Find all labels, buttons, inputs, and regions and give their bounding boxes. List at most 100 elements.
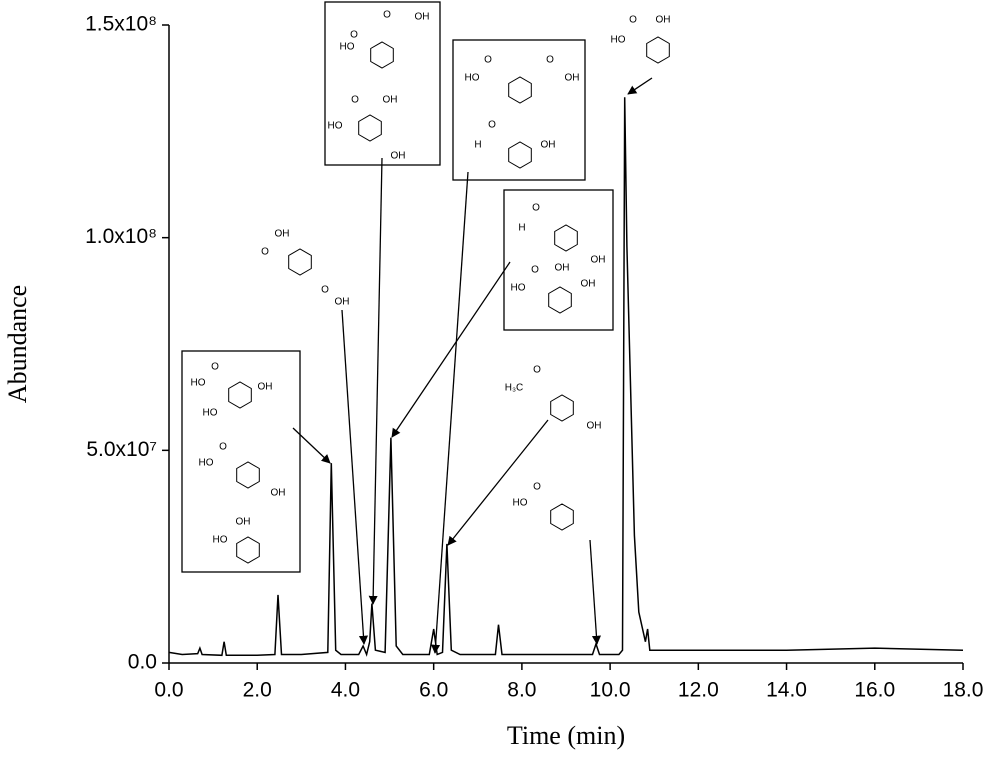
molecule: O HO OH bbox=[199, 442, 286, 499]
molecule: O H₃C OH bbox=[505, 365, 602, 432]
arrow bbox=[431, 171, 469, 654]
x-tick-label: 4.0 bbox=[331, 679, 360, 702]
y-tick-label: 1.0x10⁸ bbox=[85, 225, 157, 248]
molecule: HO OH bbox=[213, 517, 260, 564]
molecule-label: HO bbox=[328, 121, 343, 132]
x-tick-label: 16.0 bbox=[854, 679, 895, 702]
arrow bbox=[341, 309, 369, 645]
molecule-label: OH bbox=[383, 95, 398, 106]
molecule-ring bbox=[288, 248, 312, 276]
annotation-box bbox=[181, 350, 301, 573]
arrow bbox=[627, 77, 653, 95]
molecule-label: OH bbox=[541, 140, 556, 151]
arrow bbox=[368, 157, 383, 605]
molecule-label: OH bbox=[587, 421, 602, 432]
y-tick-label: 0.0 bbox=[128, 651, 157, 674]
molecule: O HO OH HO bbox=[191, 362, 273, 419]
molecule: O O HO OH bbox=[465, 55, 580, 104]
y-tick-label: 1.5x10⁸ bbox=[85, 13, 157, 36]
series-line bbox=[168, 97, 964, 657]
x-tick-label: 2.0 bbox=[243, 679, 272, 702]
annotation-box bbox=[324, 1, 441, 166]
molecule-ring bbox=[508, 76, 532, 104]
molecule-label: OH bbox=[565, 73, 580, 84]
molecule: OH O O OH bbox=[261, 229, 349, 308]
molecule-label: O bbox=[532, 203, 540, 214]
molecule-label: OH bbox=[271, 488, 286, 499]
annotation-box bbox=[452, 39, 586, 181]
x-tick-label: 14.0 bbox=[766, 679, 807, 702]
molecule-ring bbox=[236, 536, 260, 564]
molecule-label: HO bbox=[513, 498, 528, 509]
molecule-ring bbox=[646, 36, 670, 64]
molecule-label: H₃C bbox=[505, 383, 524, 394]
molecule-label: OH bbox=[581, 279, 596, 290]
molecule-label: OH bbox=[275, 229, 290, 240]
x-tick-label: 0.0 bbox=[154, 679, 183, 702]
molecule-label: O bbox=[533, 482, 541, 493]
arrow bbox=[391, 261, 511, 438]
molecule-label: O bbox=[351, 95, 359, 106]
molecule-label: O bbox=[488, 120, 496, 131]
y-axis-title: Abundance bbox=[3, 285, 32, 403]
molecule-ring bbox=[236, 461, 260, 489]
molecule-label: OH bbox=[555, 263, 570, 274]
x-tick-label: 12.0 bbox=[678, 679, 719, 702]
molecule-label: O bbox=[629, 15, 637, 26]
molecule-ring bbox=[228, 381, 252, 409]
molecule-label: OH bbox=[236, 517, 251, 528]
molecule-ring bbox=[358, 114, 382, 142]
arrows bbox=[292, 77, 653, 654]
molecule-label: HO bbox=[203, 408, 218, 419]
molecule: O HO bbox=[513, 482, 574, 531]
molecule-label: H bbox=[474, 140, 481, 151]
molecule-label: HO bbox=[199, 458, 214, 469]
molecule: O OH HO OH bbox=[328, 95, 406, 162]
molecule: OH OH bbox=[474, 120, 556, 169]
x-tick-label: 18.0 bbox=[943, 679, 984, 702]
molecule-ring bbox=[550, 503, 574, 531]
molecule-label: HO bbox=[213, 535, 228, 546]
annotation-boxes bbox=[181, 1, 614, 573]
molecule-ring bbox=[508, 141, 532, 169]
molecule: OH OH bbox=[518, 203, 605, 266]
molecule-label: OH bbox=[391, 151, 406, 162]
molecule-label: OH bbox=[415, 12, 430, 23]
molecule-label: O bbox=[321, 285, 329, 296]
molecule-label: O bbox=[383, 10, 391, 21]
molecule-label: O bbox=[350, 30, 358, 41]
molecule-label: O bbox=[219, 442, 227, 453]
molecule-label: OH bbox=[591, 255, 606, 266]
molecule-label: O bbox=[533, 365, 541, 376]
molecule-label: H bbox=[518, 223, 525, 234]
molecule-label: OH bbox=[258, 382, 273, 393]
arrow bbox=[589, 539, 601, 645]
molecule-label: O bbox=[531, 265, 539, 276]
molecule-ring bbox=[554, 224, 578, 252]
molecule-label: OH bbox=[335, 297, 350, 308]
molecule-label: HO bbox=[611, 35, 626, 46]
molecule-label: O bbox=[261, 247, 269, 258]
x-tick-label: 6.0 bbox=[419, 679, 448, 702]
molecule-label: O bbox=[211, 362, 219, 373]
molecule-label: HO bbox=[465, 73, 480, 84]
annotation-box bbox=[503, 189, 614, 331]
y-tick-label: 5.0x10⁷ bbox=[86, 438, 157, 461]
molecule: HOO OH bbox=[611, 15, 671, 64]
arrow bbox=[292, 427, 331, 464]
x-tick-label: 10.0 bbox=[590, 679, 631, 702]
molecule-label: O bbox=[546, 55, 554, 66]
molecule-label: HO bbox=[191, 378, 206, 389]
molecule-label: HO bbox=[340, 42, 355, 53]
molecule: O OH OH HO bbox=[511, 263, 596, 314]
x-tick-label: 8.0 bbox=[507, 679, 536, 702]
molecule-label: OH bbox=[656, 15, 671, 26]
arrow bbox=[447, 419, 549, 546]
molecule-ring bbox=[548, 286, 572, 314]
x-axis-title: Time (min) bbox=[507, 721, 625, 750]
molecule-ring bbox=[370, 41, 394, 69]
molecule-label: O bbox=[484, 55, 492, 66]
molecule-label: HO bbox=[511, 283, 526, 294]
